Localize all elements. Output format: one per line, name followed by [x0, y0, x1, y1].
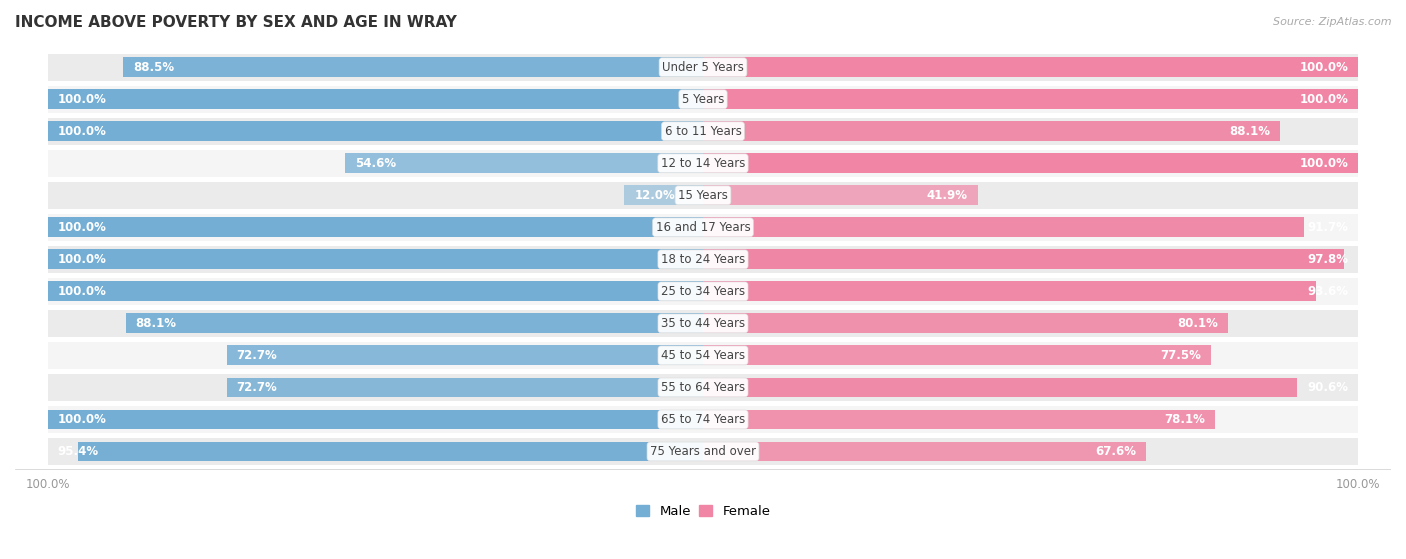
Bar	[703, 442, 1146, 461]
Bar	[703, 89, 1358, 109]
Text: 100.0%: 100.0%	[58, 93, 107, 106]
Text: Under 5 Years: Under 5 Years	[662, 61, 744, 74]
Bar	[48, 214, 1358, 241]
Bar	[48, 406, 1358, 433]
Bar	[48, 86, 1358, 113]
Text: INCOME ABOVE POVERTY BY SEX AND AGE IN WRAY: INCOME ABOVE POVERTY BY SEX AND AGE IN W…	[15, 15, 457, 30]
Text: 88.1%: 88.1%	[1229, 125, 1271, 138]
Bar	[624, 186, 703, 205]
Bar	[48, 438, 1358, 465]
Bar	[48, 54, 1358, 80]
Bar	[48, 278, 1358, 305]
Bar	[48, 89, 703, 109]
Text: 100.0%: 100.0%	[1299, 157, 1348, 170]
Bar	[226, 377, 703, 397]
Bar	[703, 121, 1281, 141]
Text: 12.0%: 12.0%	[634, 189, 675, 202]
Text: 55 to 64 Years: 55 to 64 Years	[661, 381, 745, 394]
Text: 54.6%: 54.6%	[356, 157, 396, 170]
Text: 67.6%: 67.6%	[1095, 445, 1136, 458]
Text: 15 Years: 15 Years	[678, 189, 728, 202]
Bar	[48, 374, 1358, 401]
Text: 16 and 17 Years: 16 and 17 Years	[655, 221, 751, 234]
Bar	[226, 345, 703, 366]
Bar	[48, 121, 703, 141]
Text: 100.0%: 100.0%	[58, 413, 107, 426]
Text: 100.0%: 100.0%	[1299, 93, 1348, 106]
Text: 41.9%: 41.9%	[927, 189, 967, 202]
Bar	[48, 182, 1358, 209]
Text: 18 to 24 Years: 18 to 24 Years	[661, 253, 745, 266]
Bar	[703, 153, 1358, 173]
Text: 90.6%: 90.6%	[1308, 381, 1348, 394]
Text: 12 to 14 Years: 12 to 14 Years	[661, 157, 745, 170]
Bar	[48, 118, 1358, 145]
Text: 80.1%: 80.1%	[1177, 317, 1218, 330]
Text: 100.0%: 100.0%	[58, 221, 107, 234]
Bar	[48, 310, 1358, 337]
Text: 25 to 34 Years: 25 to 34 Years	[661, 285, 745, 298]
Bar	[48, 217, 703, 237]
Text: 72.7%: 72.7%	[236, 349, 277, 362]
Text: 5 Years: 5 Years	[682, 93, 724, 106]
Text: 95.4%: 95.4%	[58, 445, 98, 458]
Text: 35 to 44 Years: 35 to 44 Years	[661, 317, 745, 330]
Bar	[703, 314, 1227, 333]
Bar	[77, 442, 703, 461]
Bar	[48, 410, 703, 429]
Text: 75 Years and over: 75 Years and over	[650, 445, 756, 458]
Text: 88.5%: 88.5%	[134, 61, 174, 74]
Text: 65 to 74 Years: 65 to 74 Years	[661, 413, 745, 426]
Bar	[125, 314, 703, 333]
Legend: Male, Female: Male, Female	[633, 503, 773, 521]
Text: 100.0%: 100.0%	[58, 125, 107, 138]
Bar	[124, 58, 703, 77]
Text: 45 to 54 Years: 45 to 54 Years	[661, 349, 745, 362]
Bar	[703, 377, 1296, 397]
Bar	[48, 246, 1358, 273]
Bar	[703, 345, 1211, 366]
Bar	[48, 281, 703, 301]
Bar	[703, 249, 1344, 269]
Text: 72.7%: 72.7%	[236, 381, 277, 394]
Text: Source: ZipAtlas.com: Source: ZipAtlas.com	[1274, 17, 1392, 27]
Bar	[703, 186, 977, 205]
Text: 93.6%: 93.6%	[1308, 285, 1348, 298]
Bar	[703, 410, 1215, 429]
Text: 88.1%: 88.1%	[135, 317, 177, 330]
Text: 77.5%: 77.5%	[1160, 349, 1201, 362]
Text: 91.7%: 91.7%	[1308, 221, 1348, 234]
Text: 78.1%: 78.1%	[1164, 413, 1205, 426]
Bar	[48, 150, 1358, 177]
Text: 6 to 11 Years: 6 to 11 Years	[665, 125, 741, 138]
Bar	[48, 342, 1358, 369]
Bar	[346, 153, 703, 173]
Bar	[48, 249, 703, 269]
Text: 100.0%: 100.0%	[1299, 61, 1348, 74]
Text: 97.8%: 97.8%	[1308, 253, 1348, 266]
Text: 100.0%: 100.0%	[58, 285, 107, 298]
Text: 100.0%: 100.0%	[58, 253, 107, 266]
Bar	[703, 58, 1358, 77]
Bar	[703, 217, 1303, 237]
Bar	[703, 281, 1316, 301]
